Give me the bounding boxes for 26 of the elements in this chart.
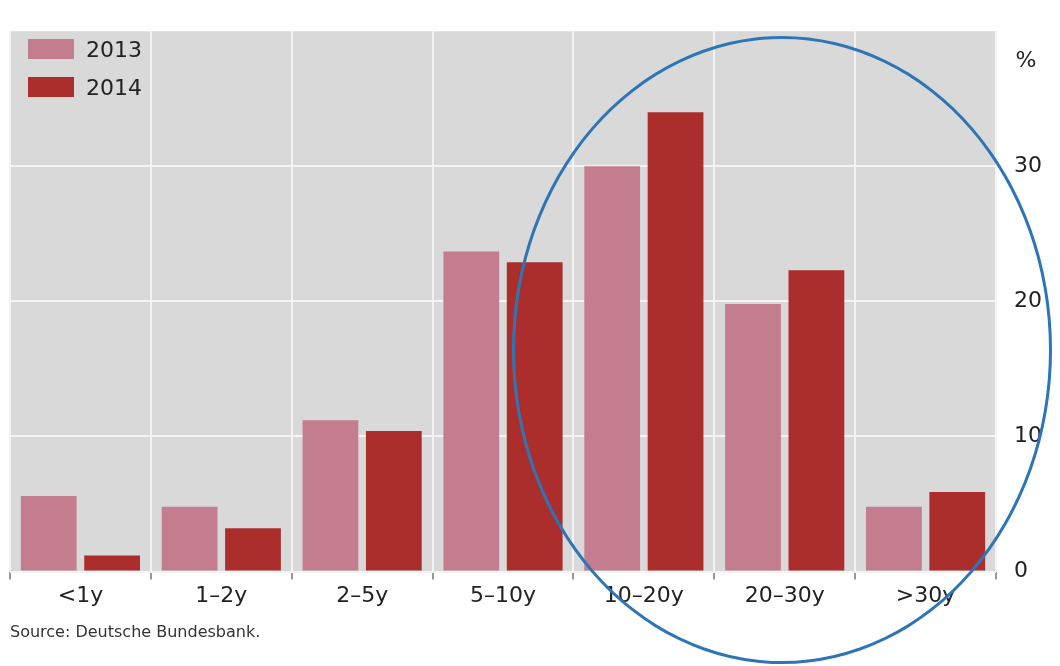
bar [443,251,500,571]
x-tick-label: 2–5y [336,581,389,607]
y-tick-label: 30 [1014,152,1043,178]
x-tick-label: 5–10y [470,581,537,607]
bar [365,431,422,571]
x-tick-label: 1–2y [195,581,248,607]
x-tick-label: <1y [57,581,104,607]
bar [725,304,781,571]
bar [788,270,845,571]
y-tick-label: 0 [1014,557,1029,583]
bar [225,528,281,571]
bar [865,506,922,571]
bar [647,112,704,571]
bar [929,491,986,571]
bar [20,495,77,571]
y-axis-title: % [1015,46,1037,72]
y-tick-label: 20 [1014,287,1043,313]
bar [161,506,218,571]
x-tick-label: 20–30y [744,581,825,607]
bar [302,420,359,571]
legend-label: 2013 [85,35,142,64]
bar [584,166,641,571]
source-note: Source: Deutsche Bundesbank. [10,622,261,641]
bar [84,555,141,571]
legend-label: 2014 [85,73,142,102]
bar [506,262,563,571]
